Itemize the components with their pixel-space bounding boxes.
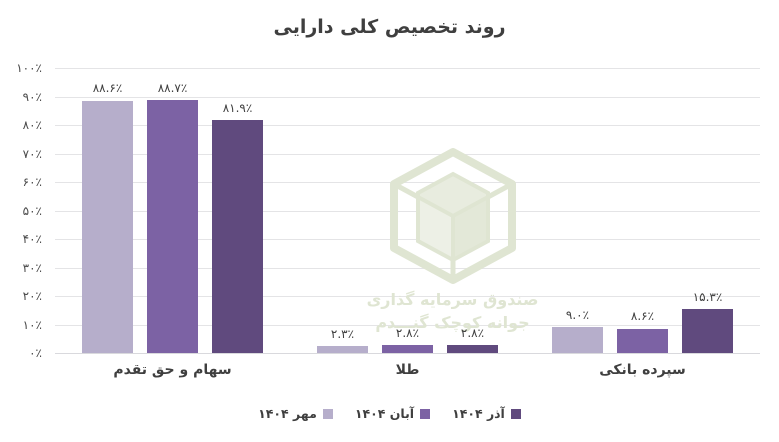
bar-value-label: ۱۵.۳٪ [692,290,723,305]
y-axis-tick-label: ۷۰٪ [22,146,42,161]
y-axis-tick-label: ۱۰٪ [22,317,42,332]
y-axis-tick-label: ۰٪ [29,346,42,360]
gridline [55,353,760,354]
bar[interactable] [682,309,733,353]
plot-area: صندوق سرمایه گذاری جوانه کوچک گنـــدم ۸۸… [55,68,760,354]
bar-value-label: ۸.۶٪ [630,309,655,324]
y-axis-tick-label: ۳۰٪ [22,260,42,275]
y-axis-tick-label: ۲۰٪ [22,289,42,303]
chart-legend: آذر ۱۴۰۴ آبان ۱۴۰۴ مهر ۱۴۰۴ [0,406,779,421]
gridline [55,324,760,326]
x-axis-category-label: سهام و حق تقدم [113,362,232,378]
bar-value-label: ۹.۰٪ [565,308,590,323]
bar[interactable] [552,327,603,353]
legend-item[interactable]: آذر ۱۴۰۴ [452,406,521,421]
chart-title: روند تخصیص کلی دارایی [273,16,506,38]
x-axis-category-label: سپرده بانکی [599,362,686,378]
bar[interactable] [617,328,668,353]
cube-hexagon-logo-icon [389,148,516,284]
bar-value-label: ۸۸.۷٪ [157,81,188,96]
bar-value-label: ۸۱.۹٪ [222,100,253,115]
bar[interactable] [212,119,263,353]
bar-value-label: ۲.۳٪ [330,327,355,342]
legend-label: آبان ۱۴۰۴ [354,406,415,421]
legend-color-swatch [322,408,333,419]
legend-item[interactable]: آبان ۱۴۰۴ [354,406,431,421]
bar-value-label: ۸۸.۶٪ [92,81,123,96]
bar-value-label: ۲.۸٪ [395,326,420,341]
legend-label: آذر ۱۴۰۴ [452,406,505,421]
y-axis-tick-label: ۸۰٪ [22,118,42,132]
y-axis-tick-label: ۶۰٪ [22,175,42,189]
bar[interactable] [147,100,198,353]
gridline [55,296,760,297]
legend-item[interactable]: مهر ۱۴۰۴ [258,406,333,421]
bar-value-label: ۲.۸٪ [460,326,485,341]
y-axis: ۱۰۰٪ ۹۰٪ ۸۰٪ ۷۰٪ ۶۰٪ ۵۰٪ ۴۰٪ ۳۰٪ ۲۰٪ ۱۰٪ ۰٪ [0,61,50,360]
legend-label: مهر ۱۴۰۴ [258,406,317,421]
watermark: صندوق سرمایه گذاری جوانه کوچک گنـــدم [345,146,560,346]
y-axis-tick-label: ۴۰٪ [22,232,42,246]
gridline [55,96,760,98]
bar[interactable] [447,345,498,353]
legend-color-swatch [510,408,521,419]
bar[interactable] [382,345,433,353]
x-axis-category-label: طلا [395,362,420,378]
y-axis-tick-label: ۵۰٪ [22,203,42,218]
watermark-line-1: صندوق سرمایه گذاری [366,290,539,309]
gridline [55,68,760,69]
y-axis-tick-label: ۱۰۰٪ [16,61,42,75]
gridline [55,125,760,126]
y-axis-tick-label: ۹۰٪ [22,89,42,104]
bar[interactable] [317,346,368,353]
legend-color-swatch [420,408,431,419]
bar[interactable] [82,100,133,353]
